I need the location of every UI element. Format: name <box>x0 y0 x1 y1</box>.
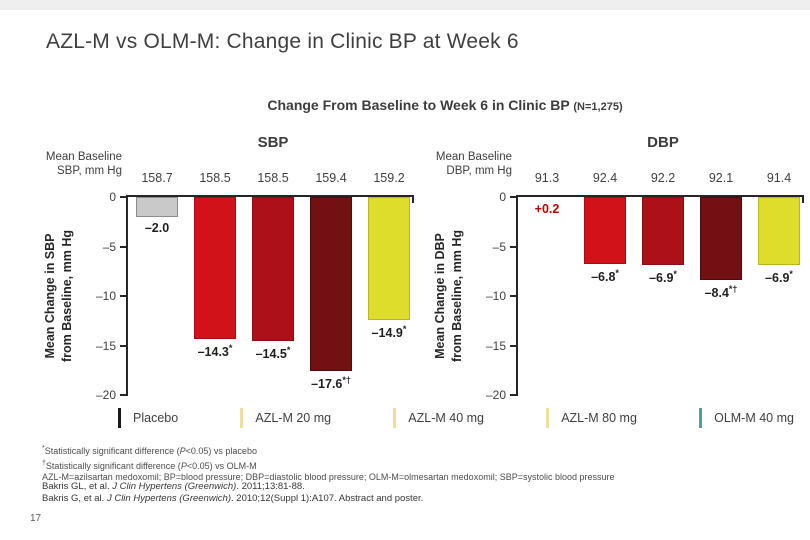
slide-title: AZL-M vs OLM-M: Change in Clinic BP at W… <box>46 30 519 53</box>
bar-value-label: –2.0 <box>144 220 170 235</box>
page-number: 17 <box>30 513 42 524</box>
footnotes: *Statistically significant difference (P… <box>42 443 615 484</box>
legend-item-azl80: AZL-M 80 mg <box>546 408 637 428</box>
y-axis <box>126 195 128 396</box>
bar-value-label: –6.9* <box>765 269 793 286</box>
legend-label: AZL-M 40 mg <box>408 411 484 425</box>
baseline-value: 159.2 <box>373 171 405 185</box>
chart-title-sbp: SBP <box>257 134 289 151</box>
x-axis <box>126 195 414 197</box>
bar-value-label: +0.2 <box>534 202 560 216</box>
slide-top-border <box>0 0 810 10</box>
x-axis-end-tick <box>802 195 804 203</box>
legend-label: AZL-M 80 mg <box>561 411 637 425</box>
legend-label: AZL-M 20 mg <box>255 411 332 425</box>
baseline-value: 91.3 <box>534 171 560 185</box>
subtitle-text: Change From Baseline to Week 6 in Clinic… <box>267 97 574 113</box>
legend-color-marker <box>118 408 121 428</box>
legend-item-olm40: OLM-M 40 mg <box>699 408 794 428</box>
y-tick <box>510 394 518 396</box>
y-tick-label: –15 <box>95 338 116 353</box>
bar-dbp-1 <box>584 197 626 265</box>
y-tick <box>510 344 518 347</box>
bar-dbp-2 <box>642 197 684 266</box>
y-tick-label: –10 <box>485 289 506 303</box>
y-tick <box>120 394 128 396</box>
baseline-value: 92.4 <box>592 171 618 185</box>
reference-2: Bakris G, et al. J Clin Hypertens (Green… <box>42 492 424 504</box>
x-axis-end-tick <box>412 195 414 203</box>
baseline-value: 92.1 <box>708 171 734 185</box>
bar-dbp-4 <box>758 197 800 266</box>
footnote-marker: † <box>42 459 46 467</box>
baseline-value: 158.5 <box>257 171 289 185</box>
bar-sbp-2 <box>252 197 294 341</box>
y-axis <box>516 195 518 396</box>
baseline-value: 158.7 <box>141 171 173 185</box>
baseline-value: 159.4 <box>315 171 347 185</box>
baseline-value: 158.5 <box>199 171 231 185</box>
x-axis <box>516 195 804 197</box>
y-axis-label: Mean Change in SBP from Baseline, mm Hg <box>43 230 74 362</box>
legend-item-azl40: AZL-M 40 mg <box>393 408 484 428</box>
bar-sbp-0 <box>136 197 178 217</box>
baseline-value: 92.2 <box>650 171 676 185</box>
y-tick <box>120 196 128 198</box>
chart-title-dbp: DBP <box>647 134 679 151</box>
baseline-header: Mean Baseline SBP, mm Hg <box>45 151 122 177</box>
y-tick <box>120 344 128 347</box>
y-tick-label: 0 <box>109 190 116 204</box>
bar-value-label: –17.6*† <box>311 375 351 392</box>
bar-value-label: –6.8* <box>591 268 619 285</box>
y-tick-label: –5 <box>102 239 116 254</box>
legend-color-marker <box>699 408 703 428</box>
y-axis-label: Mean Change in DBP from Baseline, mm Hg <box>433 230 464 362</box>
bar-sbp-4 <box>368 197 410 320</box>
legend-item-azl20: AZL-M 20 mg <box>240 408 331 428</box>
y-tick-label: 0 <box>499 190 506 204</box>
footnote-olm-significance: †Statistically significant difference (P… <box>42 459 257 471</box>
y-tick <box>510 295 518 297</box>
y-tick-label: –10 <box>95 289 116 303</box>
references: Bakris GL, et al. J Clin Hypertens (Gree… <box>42 481 423 504</box>
reference-1: Bakris GL, et al. J Clin Hypertens (Gree… <box>42 481 305 492</box>
legend-label: Placebo <box>133 411 179 425</box>
bar-value-label: –6.9* <box>649 269 677 286</box>
y-tick <box>510 196 518 198</box>
legend-label: OLM-M 40 mg <box>714 411 794 425</box>
legend-color-marker <box>393 408 397 428</box>
footnote-abbreviations: AZL-M=azilsartan medoxomil; BP=blood pre… <box>42 472 615 482</box>
legend-item-placebo: Placebo <box>118 408 178 428</box>
legend-color-marker <box>240 408 244 428</box>
y-tick <box>510 245 518 248</box>
y-tick-label: –5 <box>492 239 506 254</box>
subtitle-sample-size: (N=1,275) <box>573 101 623 113</box>
bar-value-label: –14.3* <box>197 342 233 359</box>
bar-sbp-3 <box>310 197 352 372</box>
footnote-marker: * <box>42 445 45 452</box>
bar-value-label: –14.9* <box>371 323 407 340</box>
chart-legend: Placebo AZL-M 20 mg AZL-M 40 mg AZL-M 80… <box>118 408 794 428</box>
legend-color-marker <box>546 408 550 428</box>
baseline-value: 91.4 <box>766 171 792 185</box>
bar-sbp-1 <box>194 197 236 339</box>
bar-value-label: –14.5* <box>255 344 291 361</box>
y-tick-label: –20 <box>485 388 506 402</box>
baseline-header: Mean Baseline DBP, mm Hg <box>435 151 512 177</box>
bar-dbp-3 <box>700 197 742 281</box>
chart-subtitle: Change From Baseline to Week 6 in Clinic… <box>90 97 800 113</box>
y-tick-label: –20 <box>95 388 116 402</box>
bar-value-label: –8.4*† <box>704 284 738 301</box>
footnote-placebo-significance: *Statistically significant difference (P… <box>42 445 257 456</box>
y-tick <box>120 245 128 248</box>
y-tick-label: –15 <box>485 338 506 353</box>
y-tick <box>120 295 128 297</box>
